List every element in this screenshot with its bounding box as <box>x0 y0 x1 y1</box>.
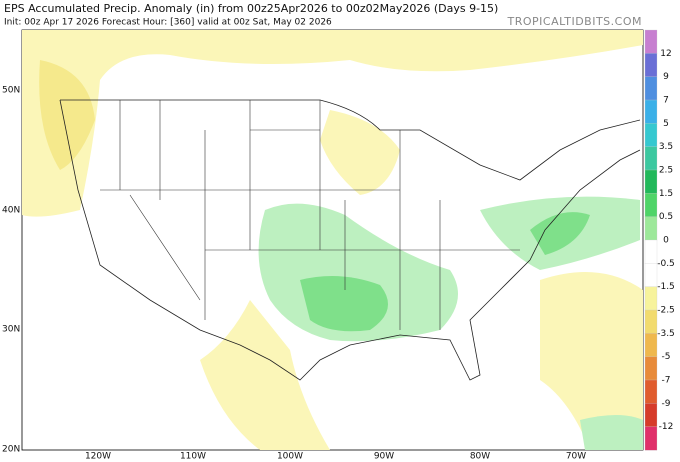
dry-area <box>39 60 95 170</box>
colorbar-swatch <box>644 239 658 264</box>
colorbar-swatch <box>644 169 658 194</box>
colorbar-label: -5 <box>662 352 671 362</box>
colorbar-label: 0 <box>663 236 669 246</box>
colorbar-swatch <box>644 379 658 404</box>
colorbar-swatch <box>644 426 658 451</box>
colorbar-swatch <box>644 99 658 124</box>
latitude-label: 20N <box>2 445 20 455</box>
colorbar-swatch <box>644 356 658 381</box>
colorbar-swatch <box>644 29 658 54</box>
longitude-label: 90W <box>374 452 394 462</box>
colorbar: 12 9 7 5 3.5 2.5 1.5 0.5 0 -0.5 -1.5 -2.5 -3.5 -5 -7 -9… <box>644 29 675 451</box>
colorbar-swatch <box>644 53 658 78</box>
colorbar-swatch <box>644 123 658 148</box>
longitude-label: 70W <box>566 452 586 462</box>
colorbar-swatch <box>644 146 658 171</box>
colorbar-swatch <box>644 309 658 334</box>
anomaly-field <box>22 30 643 450</box>
colorbar-swatch <box>644 403 658 428</box>
colorbar-label: 2.5 <box>659 166 673 176</box>
colorbar-label: 9 <box>663 72 669 82</box>
wet-area <box>580 415 643 450</box>
brand: TROPICALTIDBITS.COM <box>507 15 642 28</box>
dry-area <box>200 300 330 450</box>
latitude-label: 50N <box>2 86 20 96</box>
longitude-label: 120W <box>85 452 111 462</box>
colorbar-swatch <box>644 76 658 101</box>
dry-area <box>22 30 643 217</box>
colorbar-label: 1.5 <box>659 189 673 199</box>
colorbar-swatch <box>644 263 658 288</box>
subtitle: Init: 00z Apr 17 2026 Forecast Hour: [36… <box>4 18 332 28</box>
colorbar-swatch <box>644 333 658 358</box>
colorbar-label: 5 <box>663 119 669 129</box>
dry-area <box>540 272 643 450</box>
colorbar-swatch <box>644 286 658 311</box>
colorbar-label: 7 <box>663 96 669 106</box>
longitude-label: 110W <box>180 452 206 462</box>
colorbar-label: -1.5 <box>657 282 675 292</box>
latitude-label: 30N <box>2 325 20 335</box>
longitude-label: 100W <box>277 452 303 462</box>
longitude-label: 80W <box>470 452 490 462</box>
latitude-labels: 50N 40N 30N 20N <box>2 86 20 455</box>
latitude-label: 40N <box>2 206 20 216</box>
colorbar-label: 3.5 <box>659 142 673 152</box>
state-lines <box>100 100 520 330</box>
colorbar-label: -2.5 <box>657 306 675 316</box>
colorbar-swatch <box>644 193 658 218</box>
colorbar-label: 0.5 <box>659 212 673 222</box>
colorbar-label: -0.5 <box>657 259 675 269</box>
coastline <box>59 99 641 381</box>
colorbar-label: -3.5 <box>657 329 675 339</box>
map <box>21 29 644 451</box>
colorbar-label: 12 <box>660 49 671 59</box>
colorbar-label: -9 <box>662 399 671 409</box>
longitude-labels: 120W 110W 100W 90W 80W 70W <box>85 452 586 462</box>
title: EPS Accumulated Precip. Anomaly (in) fro… <box>4 2 498 15</box>
dry-area <box>320 110 400 195</box>
colorbar-swatch <box>644 216 658 241</box>
wet-area <box>300 276 388 332</box>
national-border <box>60 99 641 181</box>
colorbar-label: -12 <box>659 422 674 432</box>
colorbar-label: -7 <box>662 376 671 386</box>
wet-area <box>530 212 590 255</box>
